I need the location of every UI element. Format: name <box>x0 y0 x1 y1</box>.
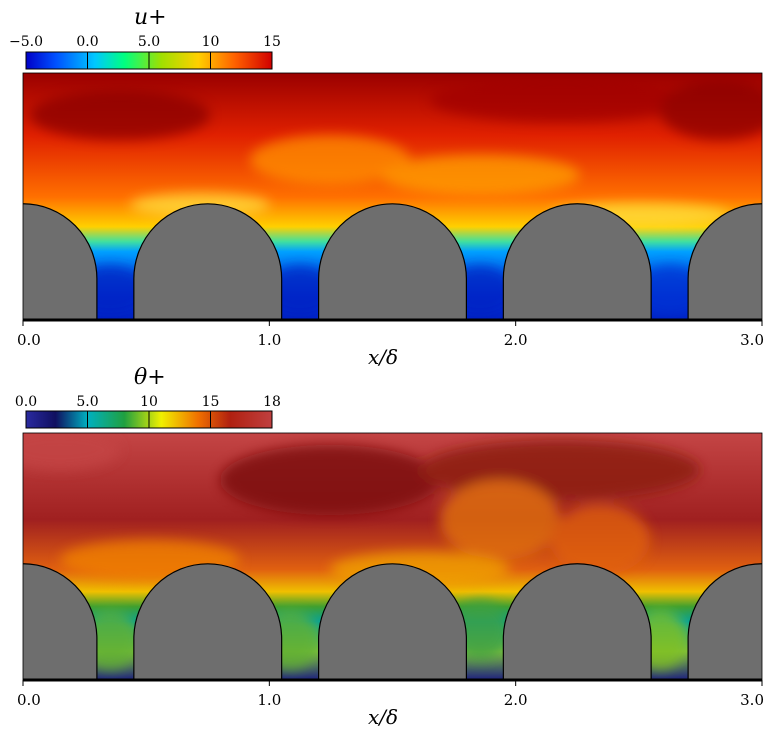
colorbar-tick-label: 10 <box>140 394 158 410</box>
colorbar-tick-label: 10 <box>202 34 220 50</box>
colorbar-tick-label: 15 <box>263 34 281 50</box>
obstacle <box>502 563 652 681</box>
colorbar-tick-label: 0.0 <box>76 34 98 50</box>
obstacle <box>133 203 283 321</box>
x-tick-label: 1.0 <box>257 331 281 349</box>
x-ticks-theta: 0.0 1.0 2.0 3.0 <box>17 680 764 709</box>
obstacle <box>23 203 98 321</box>
colorbar-ticks-theta: 0.0 5.0 10 15 18 <box>15 394 281 428</box>
x-tick-label: 1.0 <box>257 691 281 709</box>
obstacle <box>318 563 467 681</box>
x-tick-label: 3.0 <box>740 691 764 709</box>
x-axis-label-u: x/δ <box>368 345 398 369</box>
obstacle <box>502 203 652 321</box>
obstacle <box>687 563 762 681</box>
colorbar-ticks-u: −5.0 0.0 5.0 10 15 <box>9 34 281 69</box>
panel-u: u+ −5.0 0.0 5.0 10 15 0.0 1.0 2.0 3.0 x/δ <box>9 5 764 369</box>
colorbar-title-u: u+ <box>134 5 167 30</box>
colorbar-tick-label: 0.0 <box>15 394 37 410</box>
obstacles-theta <box>23 563 762 681</box>
field-theta <box>23 433 762 681</box>
x-tick-label: 2.0 <box>504 691 528 709</box>
panel-theta: θ+ 0.0 5.0 10 15 18 0.0 1.0 2.0 3.0 x/δ <box>15 365 764 729</box>
x-ticks-u: 0.0 1.0 2.0 3.0 <box>17 320 764 349</box>
obstacles-u <box>23 203 762 321</box>
obstacle <box>133 563 283 681</box>
field-u <box>23 73 762 321</box>
colorbar-tick-label: −5.0 <box>9 34 43 50</box>
obstacle <box>318 203 467 321</box>
colorbar-tick-label: 5.0 <box>76 394 98 410</box>
x-tick-label: 2.0 <box>504 331 528 349</box>
x-tick-label: 3.0 <box>740 331 764 349</box>
colorbar-tick-label: 18 <box>263 394 281 410</box>
colorbar-tick-label: 5.0 <box>138 34 160 50</box>
x-tick-label: 0.0 <box>17 691 41 709</box>
colorbar-title-theta: θ+ <box>134 365 166 390</box>
x-tick-label: 0.0 <box>17 331 41 349</box>
obstacle <box>687 203 762 321</box>
x-axis-label-theta: x/δ <box>368 705 398 729</box>
colorbar-tick-label: 15 <box>202 394 220 410</box>
obstacle <box>23 563 98 681</box>
